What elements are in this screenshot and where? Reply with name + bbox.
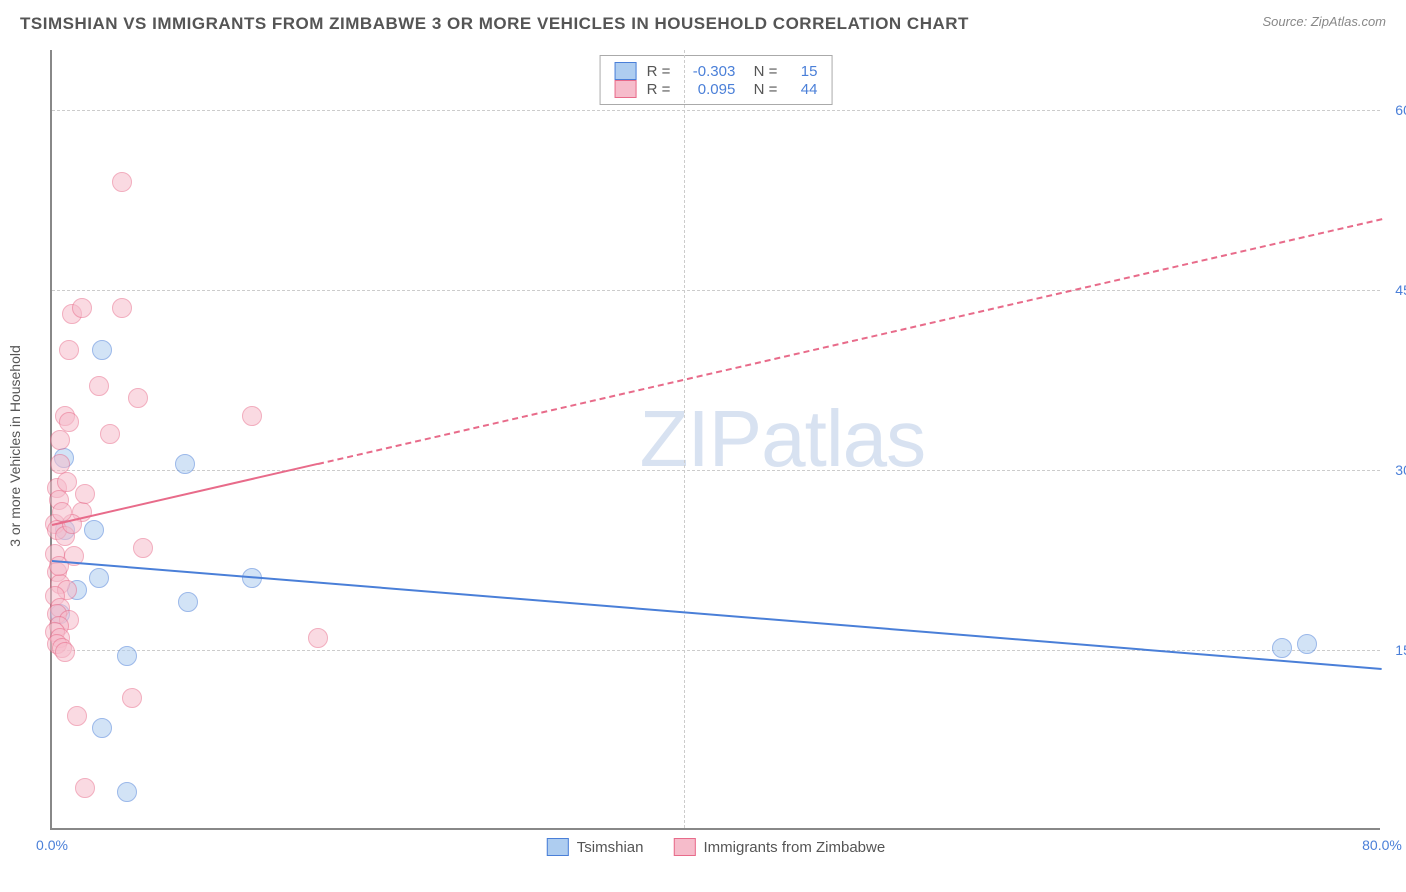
- scatter-point: [75, 484, 95, 504]
- scatter-point: [117, 646, 137, 666]
- stat-n-label: N =: [745, 63, 777, 80]
- stat-r-label: R =: [647, 81, 671, 98]
- trend-line: [52, 560, 1382, 670]
- stats-row: R = -0.303 N = 15: [615, 62, 818, 80]
- gridline-h: [52, 470, 1380, 471]
- scatter-point: [133, 538, 153, 558]
- scatter-point: [308, 628, 328, 648]
- x-tick-label: 0.0%: [36, 837, 68, 853]
- scatter-point: [112, 172, 132, 192]
- scatter-point: [72, 298, 92, 318]
- scatter-point: [242, 406, 262, 426]
- x-tick-label: 80.0%: [1362, 837, 1402, 853]
- scatter-point: [89, 376, 109, 396]
- chart-container: TSIMSHIAN VS IMMIGRANTS FROM ZIMBABWE 3 …: [0, 0, 1406, 892]
- scatter-point: [117, 782, 137, 802]
- source-attribution: Source: ZipAtlas.com: [1262, 14, 1386, 29]
- watermark: ZIPatlas: [640, 393, 925, 485]
- y-tick-label: 15.0%: [1385, 642, 1406, 658]
- scatter-point: [67, 706, 87, 726]
- legend-label: Immigrants from Zimbabwe: [703, 839, 885, 856]
- bottom-legend: Tsimshian Immigrants from Zimbabwe: [547, 838, 885, 856]
- scatter-point: [1297, 634, 1317, 654]
- legend-swatch: [615, 80, 637, 98]
- stat-r-value: 0.095: [680, 81, 735, 98]
- y-tick-label: 30.0%: [1385, 462, 1406, 478]
- scatter-point: [59, 340, 79, 360]
- stat-r-label: R =: [647, 63, 671, 80]
- scatter-point: [175, 454, 195, 474]
- scatter-point: [55, 642, 75, 662]
- scatter-point: [92, 718, 112, 738]
- chart-title: TSIMSHIAN VS IMMIGRANTS FROM ZIMBABWE 3 …: [20, 14, 969, 34]
- stats-row: R = 0.095 N = 44: [615, 80, 818, 98]
- gridline-h: [52, 110, 1380, 111]
- gridline-h: [52, 290, 1380, 291]
- scatter-point: [89, 568, 109, 588]
- stat-r-value: -0.303: [680, 63, 735, 80]
- legend-swatch: [673, 838, 695, 856]
- trend-line: [318, 218, 1382, 465]
- scatter-point: [178, 592, 198, 612]
- legend-label: Tsimshian: [577, 839, 644, 856]
- scatter-point: [57, 472, 77, 492]
- scatter-point: [50, 454, 70, 474]
- scatter-point: [75, 778, 95, 798]
- y-tick-label: 60.0%: [1385, 102, 1406, 118]
- stat-n-value: 15: [787, 63, 817, 80]
- scatter-point: [1272, 638, 1292, 658]
- gridline-v: [684, 50, 685, 828]
- scatter-point: [92, 340, 112, 360]
- plot-area: ZIPatlas R =-0.303 N =15R =0.095 N =44 T…: [50, 50, 1380, 830]
- y-tick-label: 45.0%: [1385, 282, 1406, 298]
- scatter-point: [50, 430, 70, 450]
- legend-swatch: [547, 838, 569, 856]
- legend-item: Tsimshian: [547, 838, 644, 856]
- legend-swatch: [615, 62, 637, 80]
- stat-n-value: 44: [787, 81, 817, 98]
- scatter-point: [100, 424, 120, 444]
- scatter-point: [84, 520, 104, 540]
- scatter-point: [59, 412, 79, 432]
- legend-item: Immigrants from Zimbabwe: [673, 838, 885, 856]
- stat-n-label: N =: [745, 81, 777, 98]
- y-axis-label: 3 or more Vehicles in Household: [7, 345, 23, 547]
- stats-legend-box: R = -0.303 N = 15 R = 0.095 N = 44: [600, 55, 833, 105]
- scatter-point: [112, 298, 132, 318]
- scatter-point: [122, 688, 142, 708]
- scatter-point: [128, 388, 148, 408]
